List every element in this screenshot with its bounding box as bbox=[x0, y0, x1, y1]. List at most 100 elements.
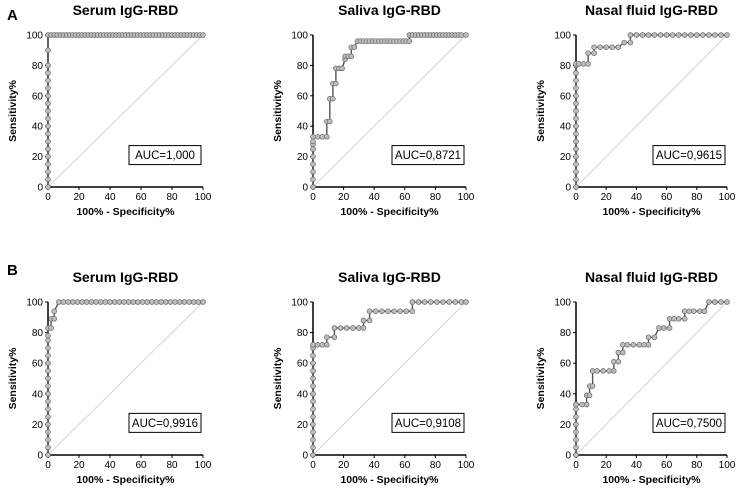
roc-point bbox=[84, 299, 90, 305]
roc-point bbox=[697, 308, 703, 314]
roc-point bbox=[586, 392, 593, 399]
roc-point bbox=[190, 299, 197, 305]
roc-point bbox=[681, 32, 688, 38]
roc-point bbox=[45, 337, 51, 344]
y-axis-label: Sensitivity% bbox=[535, 79, 547, 142]
roc-point bbox=[573, 131, 579, 137]
roc-point bbox=[324, 334, 330, 340]
roc-point bbox=[606, 368, 612, 374]
roc-point bbox=[651, 32, 658, 38]
x-tick-label: 80 bbox=[430, 460, 442, 471]
roc-point bbox=[446, 299, 452, 305]
roc-point bbox=[158, 299, 164, 305]
roc-point bbox=[144, 299, 150, 305]
y-tick-label: 40 bbox=[297, 122, 309, 133]
roc-point bbox=[45, 47, 51, 53]
roc-charts: Serum IgG-RBD 0 20 40 60 80 100 0 20 40 60 80 100 100… bbox=[7, 2, 736, 486]
roc-point bbox=[681, 316, 688, 322]
roc-point bbox=[585, 50, 591, 56]
x-tick-label: 100 bbox=[719, 192, 736, 203]
roc-point bbox=[463, 32, 469, 38]
roc-point bbox=[573, 123, 579, 129]
roc-point bbox=[385, 308, 391, 314]
x-tick-label: 40 bbox=[369, 192, 381, 203]
roc-point bbox=[45, 93, 51, 99]
roc-point bbox=[434, 299, 440, 305]
roc-point bbox=[579, 401, 585, 408]
y-tick-label: 80 bbox=[32, 61, 44, 72]
roc-point bbox=[630, 342, 637, 348]
roc-point bbox=[609, 44, 615, 50]
y-axis-label: Sensitivity% bbox=[535, 347, 547, 410]
y-tick-label: 40 bbox=[560, 389, 572, 400]
roc-point bbox=[573, 77, 579, 84]
roc-point bbox=[88, 299, 95, 305]
roc-point bbox=[45, 161, 51, 167]
x-tick-label: 20 bbox=[338, 192, 350, 203]
y-tick-label: 60 bbox=[297, 359, 309, 370]
x-tick-label: 40 bbox=[631, 460, 643, 471]
roc-point bbox=[675, 316, 682, 322]
roc-point bbox=[310, 444, 316, 451]
chart-title: Serum IgG-RBD bbox=[73, 269, 179, 285]
x-tick-label: 0 bbox=[573, 460, 579, 471]
roc-point bbox=[463, 299, 469, 305]
roc-point bbox=[45, 452, 51, 458]
roc-point bbox=[200, 32, 206, 38]
roc-point bbox=[458, 32, 465, 38]
roc-chart-6: Nasal fluid IgG-RBD 0 20 40 60 80 100 0 20 40 60 80… bbox=[535, 269, 736, 486]
roc-point bbox=[627, 39, 634, 46]
y-tick-label: 20 bbox=[297, 152, 309, 163]
roc-point bbox=[366, 317, 373, 324]
roc-point bbox=[45, 184, 51, 190]
x-tick-label: 40 bbox=[104, 192, 116, 203]
roc-point bbox=[153, 299, 160, 305]
roc-point bbox=[310, 161, 316, 167]
roc-point bbox=[651, 334, 658, 340]
panel-label-a: A bbox=[7, 7, 18, 24]
y-tick-label: 0 bbox=[565, 451, 571, 462]
roc-point bbox=[391, 308, 397, 314]
roc-point bbox=[45, 360, 51, 366]
y-tick-label: 40 bbox=[32, 389, 44, 400]
auc-box bbox=[128, 412, 202, 433]
auc-label: AUC=0,9615 bbox=[656, 150, 722, 162]
y-axis-label: Sensitivity% bbox=[7, 79, 19, 142]
roc-point bbox=[45, 176, 51, 183]
x-tick-label: 40 bbox=[104, 460, 116, 471]
roc-point bbox=[167, 299, 174, 305]
roc-point bbox=[573, 444, 579, 451]
roc-point bbox=[603, 44, 609, 50]
roc-point bbox=[589, 368, 596, 374]
reference-diagonal bbox=[312, 34, 467, 188]
roc-point bbox=[310, 134, 316, 140]
roc-point bbox=[712, 299, 718, 305]
roc-point bbox=[691, 308, 697, 314]
reference-diagonal bbox=[575, 301, 728, 456]
x-tick-label: 60 bbox=[399, 192, 411, 203]
y-tick-label: 100 bbox=[554, 298, 571, 309]
roc-point bbox=[45, 169, 51, 175]
roc-point bbox=[694, 32, 700, 38]
y-tick-label: 0 bbox=[37, 183, 43, 194]
roc-point bbox=[573, 401, 579, 408]
roc-point bbox=[724, 32, 730, 38]
x-tick-label: 40 bbox=[369, 460, 381, 471]
roc-point bbox=[724, 299, 730, 305]
roc-point bbox=[573, 115, 579, 122]
roc-point bbox=[324, 342, 330, 348]
roc-point bbox=[310, 360, 316, 366]
roc-point bbox=[339, 65, 345, 72]
roc-point bbox=[93, 299, 99, 305]
x-tick-label: 60 bbox=[135, 192, 147, 203]
roc-point bbox=[130, 299, 137, 305]
y-tick-label: 20 bbox=[560, 152, 572, 163]
roc-point bbox=[310, 342, 316, 348]
roc-point bbox=[310, 169, 316, 175]
roc-point bbox=[107, 299, 113, 305]
roc-point bbox=[181, 299, 188, 305]
x-axis-label: 100% - Specificity% bbox=[76, 474, 175, 486]
roc-point bbox=[163, 299, 169, 305]
roc-point bbox=[597, 44, 603, 50]
